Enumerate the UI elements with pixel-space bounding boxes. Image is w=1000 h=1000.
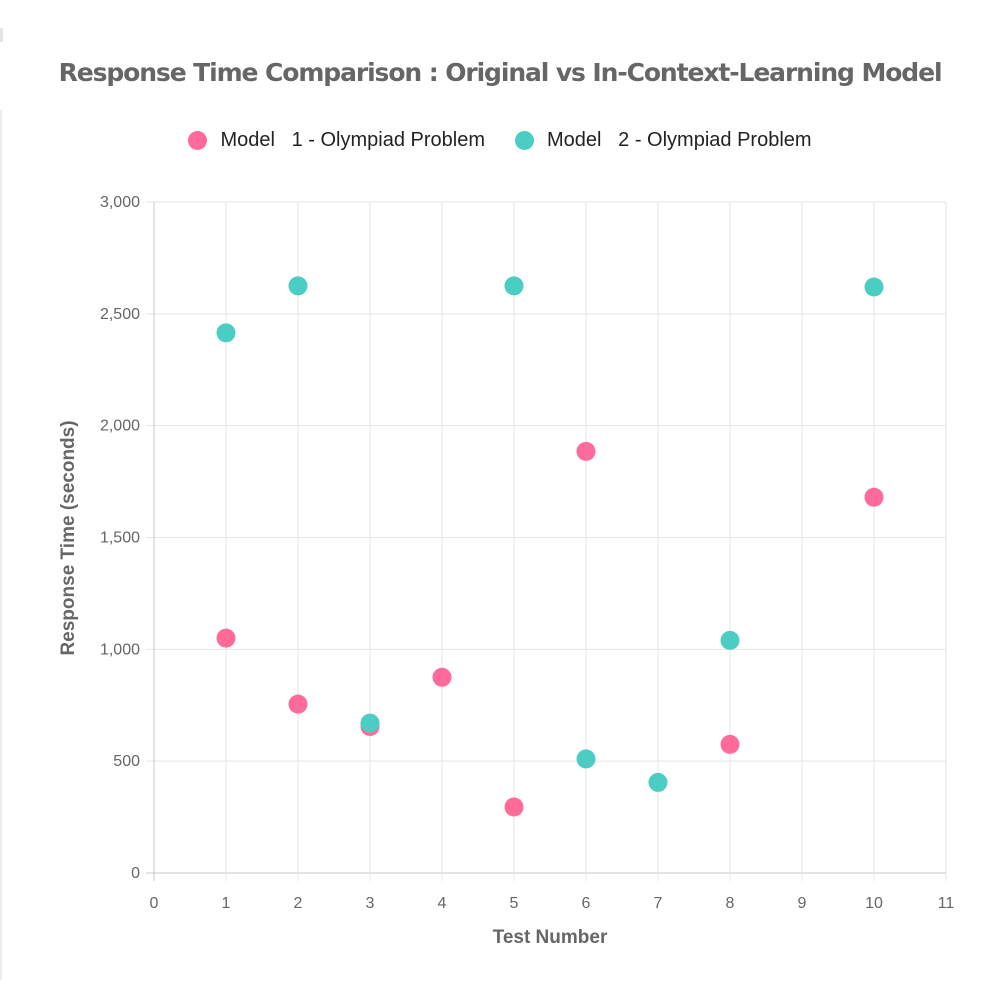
chart-title: Response Time Comparison : Original vs I… [58,58,943,87]
x-axis-label: Test Number [493,927,608,948]
legend-item-series-2[interactable]: Model 2 - Olympiad Problem [515,129,812,152]
data-point-series-1[interactable] [216,628,236,648]
data-point-series-1[interactable] [504,797,524,817]
y-tick-label: 1,000 [100,641,140,658]
y-tick-label: 2,500 [100,306,140,323]
x-tick-label: 4 [438,895,447,912]
data-point-series-1[interactable] [576,441,596,461]
x-tick-label: 5 [510,895,519,912]
legend-item-series-1[interactable]: Model 1 - Olympiad Problem [188,129,485,152]
y-tick-label: 3,000 [100,194,140,211]
x-tick-label: 7 [654,895,663,912]
data-point-series-1[interactable] [720,734,740,754]
data-point-series-1[interactable] [864,487,884,507]
data-point-series-2[interactable] [504,276,524,296]
data-point-series-2[interactable] [648,772,668,792]
x-tick-label: 3 [366,895,375,912]
y-axis-label: Response Time (seconds) [58,420,79,655]
x-tick-label: 11 [938,895,955,912]
data-point-series-2[interactable] [216,323,236,343]
data-point-series-1[interactable] [288,694,308,714]
y-tick-label: 2,000 [100,418,140,435]
x-tick-label: 0 [150,895,159,912]
x-tick-label: 8 [726,895,735,912]
legend-label-series-1: Model 1 - Olympiad Problem [220,129,485,151]
page-edge-divider [0,110,2,980]
x-tick-label: 9 [798,895,807,912]
x-tick-label: 1 [222,895,231,912]
y-tick-label: 1,500 [100,530,140,547]
x-tick-label: 6 [582,895,591,912]
chart-legend: Model 1 - Olympiad Problem Model 2 - Oly… [0,129,1000,152]
grid-lines [146,201,947,881]
page-edge-marker [0,28,3,42]
data-point-series-2[interactable] [288,276,308,296]
data-point-series-1[interactable] [432,667,452,687]
legend-label-series-2: Model 2 - Olympiad Problem [547,129,812,151]
y-tick-label: 500 [113,753,140,770]
data-point-series-2[interactable] [864,277,884,297]
data-points [216,276,884,817]
x-tick-label: 2 [294,895,303,912]
legend-swatch-series-2 [515,131,534,150]
legend-swatch-series-1 [188,131,208,150]
y-tick-label: 0 [131,865,140,882]
data-point-series-2[interactable] [576,749,596,769]
axis-ticks: 0 500 1,000 1,500 2,000 2,500 3,000 0 1 2 3 4 5 6 7 8 9 1… [100,194,954,912]
data-point-series-2[interactable] [360,713,380,733]
x-tick-label: 10 [865,895,883,912]
data-point-series-2[interactable] [720,630,740,650]
